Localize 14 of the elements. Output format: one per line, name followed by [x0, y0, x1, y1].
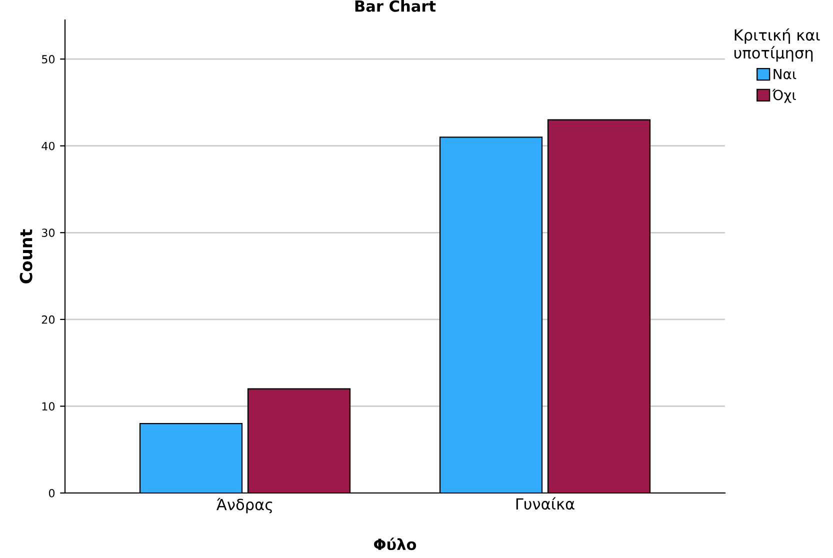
y-tick-label: 50: [42, 55, 55, 64]
legend-label: Ναι: [774, 68, 796, 80]
y-axis-title: Count: [20, 229, 32, 284]
x-axis-title: Φύλο: [374, 538, 416, 550]
legend-title: Κριτική και υποτίμηση: [734, 28, 820, 62]
legend-label: Όχι: [772, 88, 796, 103]
y-tick-label: 30: [42, 228, 55, 238]
y-tick-label: 0: [48, 488, 55, 498]
x-tick-label: Γυναίκα: [516, 497, 574, 510]
x-tick-label: Άνδρας: [216, 498, 272, 514]
y-tick-label: 20: [42, 315, 55, 324]
chart-title: Bar Chart: [355, 0, 436, 12]
y-tick-label: 40: [42, 142, 55, 150]
y-tick-label: 10: [42, 402, 55, 411]
